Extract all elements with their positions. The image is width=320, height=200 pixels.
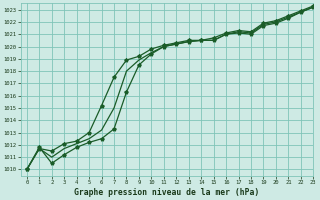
X-axis label: Graphe pression niveau de la mer (hPa): Graphe pression niveau de la mer (hPa) <box>74 188 260 197</box>
